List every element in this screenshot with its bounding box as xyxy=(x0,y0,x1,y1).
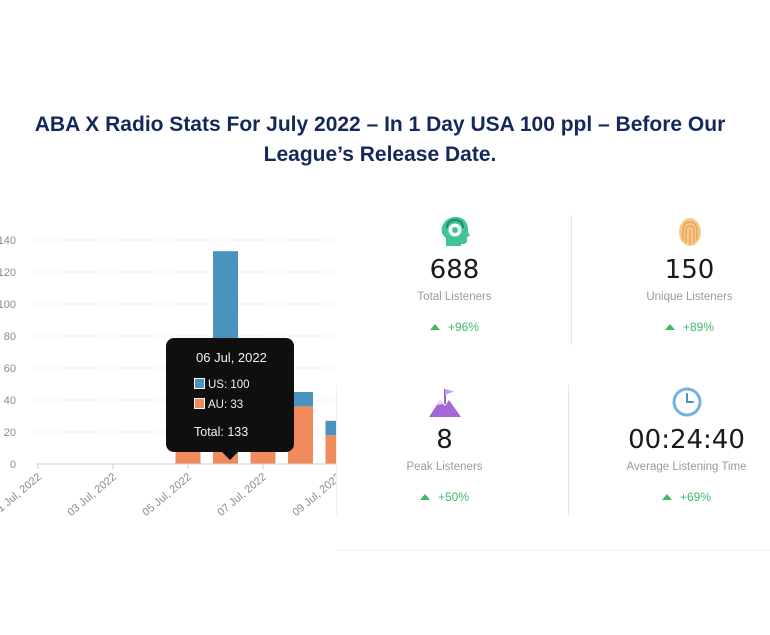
divider-left xyxy=(336,385,337,515)
fingerprint-icon xyxy=(581,215,770,249)
stat-card-peak-listeners: 8 Peak Listeners +50% xyxy=(336,385,553,504)
bar-us[interactable] xyxy=(325,420,337,436)
y-tick-label: 100 xyxy=(0,299,16,311)
x-tick-label: 07 Jul, 2022 xyxy=(215,471,269,519)
us-swatch xyxy=(194,378,205,389)
stat-card-average-listening-time: 00:24:40 Average Listening Time +69% xyxy=(578,385,770,504)
stat-label: Peak Listeners xyxy=(406,461,483,473)
stat-change: +50% xyxy=(336,490,553,504)
chart-tooltip: 06 Jul, 2022 US: 100 AU: 33 Total: 133 xyxy=(166,338,294,460)
bar-au[interactable] xyxy=(325,435,337,464)
stat-change-value: +89% xyxy=(682,320,715,334)
stats-bottom-divider xyxy=(336,550,770,551)
y-tick-label: 140 xyxy=(0,235,16,247)
stats-panel: 688 Total Listeners +96% 150 Unique List… xyxy=(336,195,770,551)
arrow-up-icon xyxy=(419,494,430,500)
stat-value: 8 xyxy=(436,425,453,455)
arrow-up-icon xyxy=(661,494,672,500)
stat-value: 688 xyxy=(429,255,480,285)
stat-card-total-listeners: 688 Total Listeners +96% xyxy=(346,215,563,334)
tooltip-row-au: AU: 33 xyxy=(194,398,243,411)
x-tick-label: 09 Jul, 2022 xyxy=(290,471,336,519)
tooltip-date: 06 Jul, 2022 xyxy=(196,350,267,365)
arrow-up-icon xyxy=(429,324,440,330)
divider-vertical-bottom xyxy=(568,385,569,515)
clock-icon xyxy=(578,385,770,419)
mountain-flag-icon xyxy=(336,385,553,419)
tooltip-arrow xyxy=(222,452,238,460)
tooltip-total: Total: 133 xyxy=(194,425,249,439)
stat-change-value: +50% xyxy=(437,490,470,504)
bar-us[interactable] xyxy=(288,392,313,407)
arrow-up-icon xyxy=(664,324,675,330)
tooltip-us-value: US: 100 xyxy=(208,379,250,391)
stat-change: +69% xyxy=(578,490,770,504)
y-tick-label: 80 xyxy=(4,331,16,343)
y-tick-label: 0 xyxy=(10,459,16,471)
stat-value: 150 xyxy=(664,255,715,285)
x-tick-label: 01 Jul, 2022 xyxy=(0,471,44,519)
stat-label: Total Listeners xyxy=(417,291,492,303)
stat-label: Unique Listeners xyxy=(646,291,733,303)
stat-change: +96% xyxy=(346,320,563,334)
y-tick-label: 120 xyxy=(0,267,16,279)
stat-label: Average Listening Time xyxy=(626,461,747,473)
tooltip-au-value: AU: 33 xyxy=(208,399,244,411)
page-title: ABA X Radio Stats For July 2022 – In 1 D… xyxy=(0,110,760,170)
title-line-1: ABA X Radio Stats For July 2022 – In 1 D… xyxy=(34,113,726,136)
headset-icon xyxy=(346,215,563,249)
y-tick-label: 60 xyxy=(4,363,16,375)
stat-card-unique-listeners: 150 Unique Listeners +89% xyxy=(581,215,770,334)
x-tick-label: 03 Jul, 2022 xyxy=(65,471,119,519)
divider-vertical-top xyxy=(571,215,572,345)
stat-change: +89% xyxy=(581,320,770,334)
y-tick-label: 20 xyxy=(4,427,16,439)
x-tick-label: 05 Jul, 2022 xyxy=(140,471,194,519)
au-swatch xyxy=(194,398,205,409)
stat-value: 00:24:40 xyxy=(628,425,745,455)
stat-change-value: +69% xyxy=(679,490,712,504)
y-tick-label: 40 xyxy=(4,395,16,407)
title-line-2: League’s Release Date. xyxy=(263,143,497,166)
tooltip-row-us: US: 100 xyxy=(194,378,250,391)
stat-change-value: +96% xyxy=(447,320,480,334)
